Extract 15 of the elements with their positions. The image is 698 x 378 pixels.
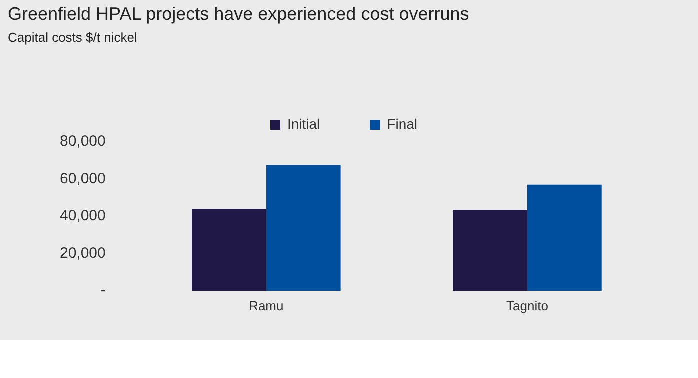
x-tick-label: Tagnito <box>506 298 548 314</box>
legend-label: Initial <box>287 116 320 132</box>
y-tick-label: 20,000 <box>60 244 106 262</box>
chart-title: Greenfield HPAL projects have experienced cost overruns <box>8 4 470 25</box>
y-tick-label: 60,000 <box>60 170 106 188</box>
y-tick-label: - <box>100 282 106 300</box>
bar <box>527 184 602 291</box>
chart-subtitle: Capital costs $/t nickel <box>8 30 138 45</box>
x-tick-label: Ramu <box>249 298 284 314</box>
y-tick-label: 40,000 <box>60 208 106 225</box>
bar <box>453 210 528 291</box>
legend-label: Final <box>387 116 418 132</box>
bar <box>266 165 341 291</box>
y-tick-label: 80,000 <box>60 133 106 150</box>
bar <box>192 209 266 291</box>
